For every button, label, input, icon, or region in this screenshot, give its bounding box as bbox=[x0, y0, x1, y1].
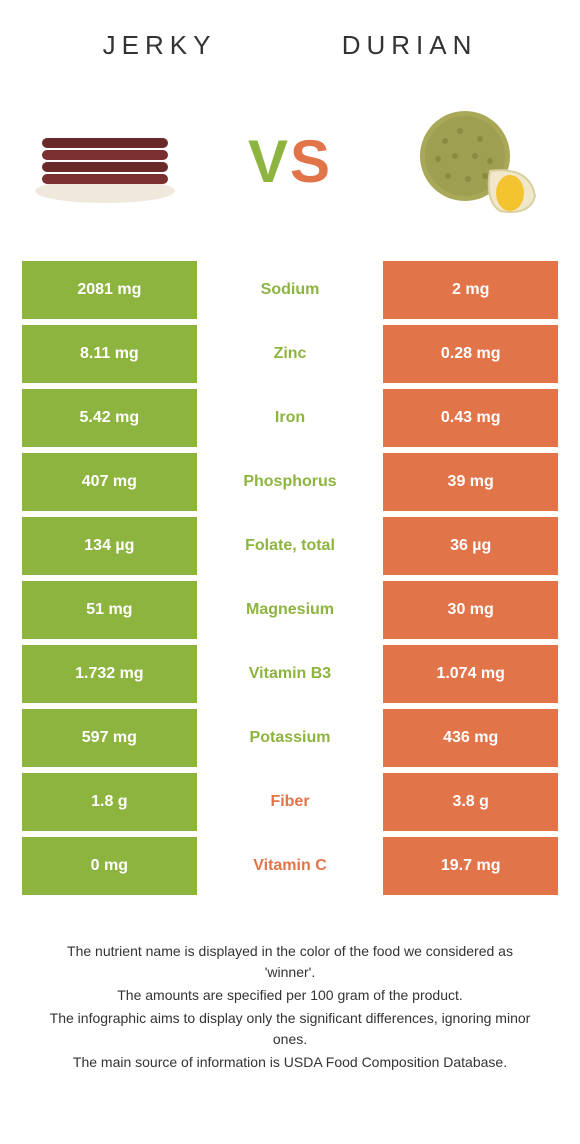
nutrient-label: Fiber bbox=[203, 773, 378, 831]
footer-line: The nutrient name is displayed in the co… bbox=[40, 941, 540, 983]
nutrient-row: 8.11 mgZinc0.28 mg bbox=[22, 325, 558, 383]
left-value: 2081 mg bbox=[22, 261, 197, 319]
durian-image bbox=[400, 101, 550, 221]
nutrient-label: Iron bbox=[203, 389, 378, 447]
jerky-image bbox=[30, 101, 180, 221]
nutrient-label: Vitamin B3 bbox=[203, 645, 378, 703]
nutrient-row: 5.42 mgIron0.43 mg bbox=[22, 389, 558, 447]
nutrient-row: 407 mgPhosphorus39 mg bbox=[22, 453, 558, 511]
nutrient-label: Potassium bbox=[203, 709, 378, 767]
left-value: 407 mg bbox=[22, 453, 197, 511]
right-value: 19.7 mg bbox=[383, 837, 558, 895]
right-value: 436 mg bbox=[383, 709, 558, 767]
right-value: 39 mg bbox=[383, 453, 558, 511]
nutrient-row: 51 mgMagnesium30 mg bbox=[22, 581, 558, 639]
vs-s: S bbox=[290, 128, 332, 195]
footer-line: The amounts are specified per 100 gram o… bbox=[40, 985, 540, 1006]
right-value: 3.8 g bbox=[383, 773, 558, 831]
vs-label: VS bbox=[248, 127, 332, 196]
right-value: 0.43 mg bbox=[383, 389, 558, 447]
nutrient-table: 2081 mgSodium2 mg 8.11 mgZinc0.28 mg 5.42 … bbox=[0, 261, 580, 895]
left-food-title: JERKY bbox=[103, 30, 217, 61]
left-value: 51 mg bbox=[22, 581, 197, 639]
nutrient-label: Magnesium bbox=[203, 581, 378, 639]
nutrient-row: 2081 mgSodium2 mg bbox=[22, 261, 558, 319]
right-food-title: DURIAN bbox=[342, 30, 478, 61]
nutrient-row: 597 mgPotassium436 mg bbox=[22, 709, 558, 767]
nutrient-row: 134 µgFolate, total36 µg bbox=[22, 517, 558, 575]
right-value: 2 mg bbox=[383, 261, 558, 319]
right-value: 0.28 mg bbox=[383, 325, 558, 383]
right-value: 30 mg bbox=[383, 581, 558, 639]
left-value: 8.11 mg bbox=[22, 325, 197, 383]
right-value: 36 µg bbox=[383, 517, 558, 575]
left-value: 1.8 g bbox=[22, 773, 197, 831]
left-value: 0 mg bbox=[22, 837, 197, 895]
left-value: 1.732 mg bbox=[22, 645, 197, 703]
nutrient-label: Sodium bbox=[203, 261, 378, 319]
left-value: 597 mg bbox=[22, 709, 197, 767]
footer-line: The main source of information is USDA F… bbox=[40, 1052, 540, 1073]
nutrient-row: 0 mgVitamin C19.7 mg bbox=[22, 837, 558, 895]
nutrient-row: 1.732 mgVitamin B31.074 mg bbox=[22, 645, 558, 703]
footer-notes: The nutrient name is displayed in the co… bbox=[0, 901, 580, 1073]
hero-row: VS bbox=[0, 81, 580, 261]
right-value: 1.074 mg bbox=[383, 645, 558, 703]
nutrient-label: Folate, total bbox=[203, 517, 378, 575]
nutrient-row: 1.8 gFiber3.8 g bbox=[22, 773, 558, 831]
footer-line: The infographic aims to display only the… bbox=[40, 1008, 540, 1050]
nutrient-label: Zinc bbox=[203, 325, 378, 383]
nutrient-label: Phosphorus bbox=[203, 453, 378, 511]
left-value: 134 µg bbox=[22, 517, 197, 575]
vs-v: V bbox=[248, 128, 290, 195]
title-row: JERKY DURIAN bbox=[0, 0, 580, 81]
nutrient-label: Vitamin C bbox=[203, 837, 378, 895]
left-value: 5.42 mg bbox=[22, 389, 197, 447]
